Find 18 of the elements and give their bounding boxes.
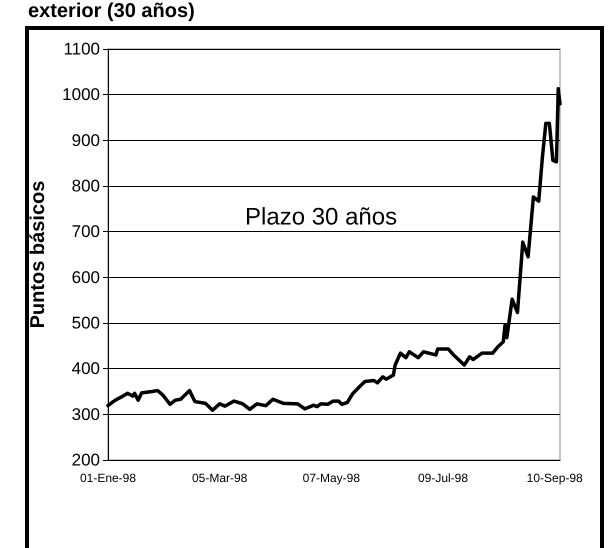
y-tick-label: 900 [72,130,100,150]
y-tick-label: 800 [72,176,100,196]
x-tick-label: 07-May-98 [302,471,360,485]
chart-title: exterior (30 años) [28,0,195,23]
y-axis-title: Puntos básicos [27,180,49,328]
x-tick-label: 01-Ene-98 [80,471,136,485]
x-tick-label: 05-Mar-98 [192,471,248,485]
y-tick-label: 600 [72,268,100,287]
y-tick-label: 300 [72,404,100,424]
x-tick-label: 09-Jul-98 [418,471,468,485]
y-tick-label: 1100 [63,40,100,58]
annotation: Plazo 30 años [245,204,398,230]
y-tick-label: 1000 [62,85,100,104]
x-tick-label: 10-Sep-98 [526,471,584,485]
y-tick-label: 500 [72,314,100,332]
y-tick-label: 200 [72,450,100,470]
y-tick-label: 700 [72,222,100,242]
y-tick-label: 400 [72,359,100,378]
